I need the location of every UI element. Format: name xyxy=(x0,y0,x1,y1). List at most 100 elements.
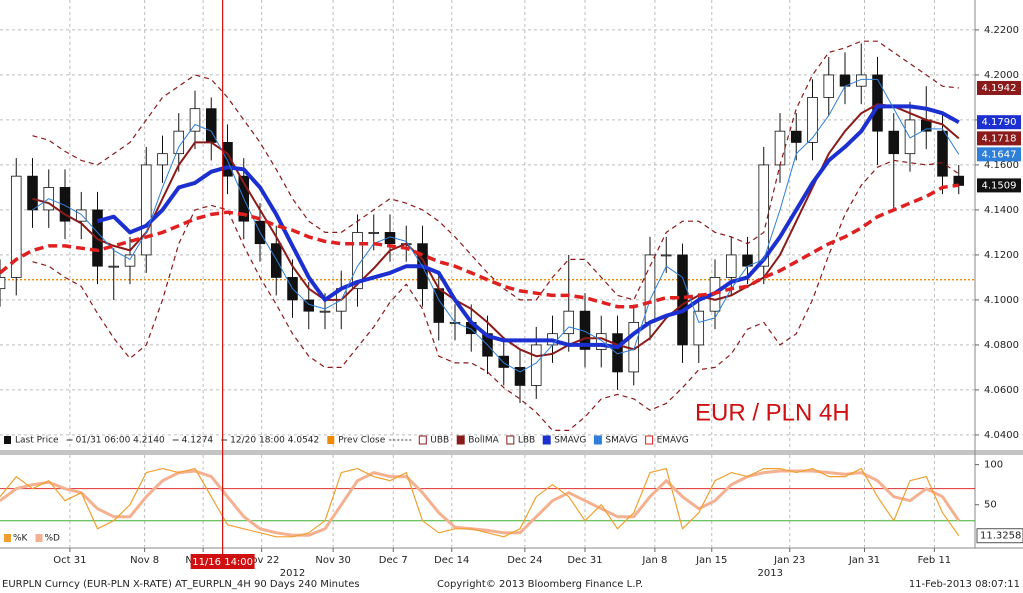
candle-body xyxy=(173,130,185,155)
legend-label: Last Price xyxy=(15,436,59,446)
candle-body xyxy=(75,209,87,222)
legend-label: %D xyxy=(44,534,60,544)
candle-body xyxy=(498,355,510,368)
candle-body xyxy=(677,254,688,346)
legend-note: 4.1274 xyxy=(182,436,214,446)
value-tag xyxy=(977,115,1021,130)
panel-separator xyxy=(0,450,1023,455)
value-tag-label: 4.1718 xyxy=(982,133,1017,144)
x-tick-label: Nov 22 xyxy=(244,555,279,566)
legend-symbol xyxy=(418,435,427,445)
value-tag-label: 11.3258 xyxy=(980,531,1021,542)
lower-plot xyxy=(0,455,975,548)
y-tick-label: 4.0400 xyxy=(984,430,1019,441)
x-tick-label: Dec 7 xyxy=(379,555,408,566)
main-plot xyxy=(0,0,975,450)
legend-symbol xyxy=(645,435,654,445)
candle-body xyxy=(790,130,802,143)
candle-body xyxy=(352,232,363,290)
value-tag xyxy=(977,178,1021,193)
value-tag-label: 4.1647 xyxy=(982,149,1017,160)
x-tick-label: Oct 31 xyxy=(53,555,86,566)
candle-body xyxy=(904,119,916,155)
value-tag xyxy=(977,147,1021,162)
x-tick-label: Dec 31 xyxy=(567,555,602,566)
candle-body xyxy=(807,97,818,143)
value-tag xyxy=(977,80,1021,95)
y-tick-label: 4.1600 xyxy=(984,160,1019,171)
value-tag-label: 4.1509 xyxy=(982,180,1017,191)
cursor-label-box xyxy=(190,554,255,569)
annotation: EUR / PLN 4H xyxy=(695,399,850,426)
cursor-label: 11/16 14:00 xyxy=(192,557,253,568)
y-tick-label: 4.1200 xyxy=(984,250,1019,261)
candle-body xyxy=(10,175,22,278)
candle-body xyxy=(368,232,380,234)
value-tag-label: 4.1790 xyxy=(982,117,1017,128)
candle-body xyxy=(189,108,201,132)
candle-body xyxy=(888,130,900,155)
legend-symbol xyxy=(506,435,515,445)
legend-symbol xyxy=(4,436,11,444)
candle-body xyxy=(758,164,770,267)
candle-body xyxy=(725,254,737,278)
candle-body xyxy=(774,130,786,166)
overlay-line xyxy=(96,104,960,350)
overlay-line xyxy=(32,78,960,373)
candle-body xyxy=(872,74,883,132)
candle-body xyxy=(0,277,6,290)
y-tick-label: 4.1400 xyxy=(984,205,1019,216)
x-tick-label: Nov 8 xyxy=(130,555,159,566)
x-tick-label: Jan 23 xyxy=(773,555,805,566)
candle-body xyxy=(660,254,672,257)
x-tick-label: Dec 24 xyxy=(507,555,542,566)
candle-body xyxy=(595,333,607,350)
legend-label: BollMA xyxy=(468,436,499,446)
x-tick-label: Feb 11 xyxy=(918,555,952,566)
y-tick-label: 4.2000 xyxy=(984,70,1019,81)
legend-symbol xyxy=(327,436,335,444)
overlay-line xyxy=(32,159,960,431)
legend-symbol xyxy=(456,435,465,445)
footer-center: Copyright© 2013 Bloomberg Finance L.P. xyxy=(437,579,643,590)
legend-label: Prev Close xyxy=(338,436,385,446)
candle-body xyxy=(319,310,331,313)
year-label: 2012 xyxy=(280,568,305,579)
overlay-line xyxy=(32,103,960,358)
candle-body xyxy=(27,175,38,211)
legend-note: 01/31 06:00 4.2140 xyxy=(76,436,165,446)
oscillator-line xyxy=(0,469,961,537)
candle-body xyxy=(514,367,526,386)
legend-note: 12/20 18:00 4.0542 xyxy=(230,436,319,446)
candle-body xyxy=(140,164,152,256)
candle-body xyxy=(693,310,705,346)
footer-right: 11-Feb-2013 08:07:11 xyxy=(909,579,1020,590)
y-tick-label: 50 xyxy=(984,500,997,511)
candle-body xyxy=(937,130,948,177)
x-tick-label: Jan 31 xyxy=(848,555,880,566)
y-tick-label: 4.2200 xyxy=(984,25,1019,36)
footer-left: EURPLN Curncy (EUR-PLN X-RATE) AT_EURPLN… xyxy=(2,579,360,590)
x-tick-label: Dec 14 xyxy=(434,555,469,566)
legend-label: UBB xyxy=(430,436,449,446)
x-tick-label: Nov 30 xyxy=(315,555,350,566)
value-tag xyxy=(976,528,1023,544)
candle-body xyxy=(124,254,136,267)
x-tick-label: Jan 8 xyxy=(641,555,667,566)
candle-body xyxy=(108,265,120,268)
candle-body xyxy=(823,74,835,98)
y-tick-label: 4.0600 xyxy=(984,385,1019,396)
candle-body xyxy=(157,153,168,166)
y-tick-label: 4.0800 xyxy=(984,340,1019,351)
y-tick-label: 4.1000 xyxy=(984,295,1019,306)
legend-symbol xyxy=(542,435,551,445)
oscillator-line xyxy=(0,468,960,538)
legend-symbol xyxy=(593,435,602,445)
legend-label: LBB xyxy=(518,436,535,446)
candle-body xyxy=(270,243,282,278)
legend-label: SMAVG xyxy=(554,436,586,446)
candle-body xyxy=(855,74,867,87)
